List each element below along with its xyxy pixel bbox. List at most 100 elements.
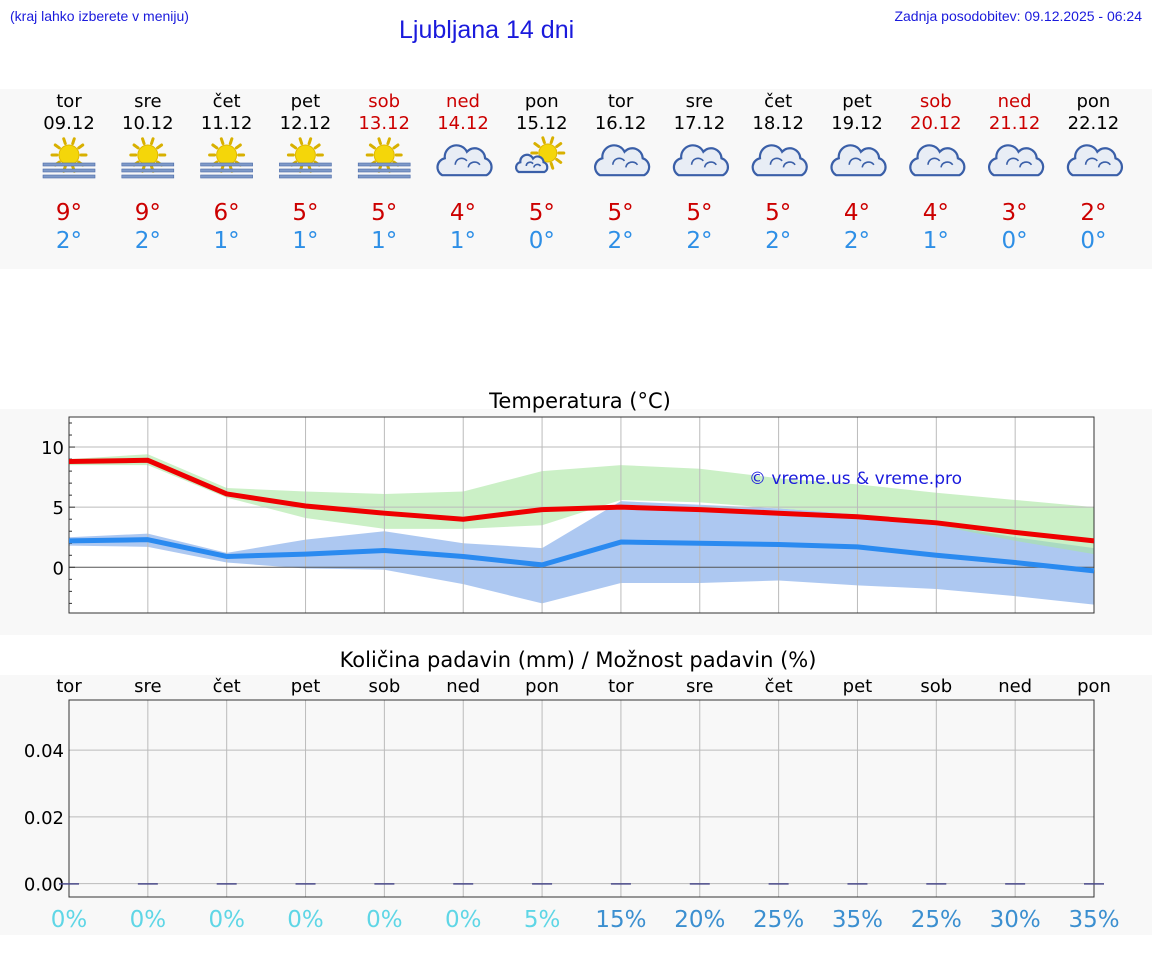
day-name: tor xyxy=(56,91,82,112)
min-temperature: 1° xyxy=(214,228,240,254)
cloud-icon xyxy=(436,144,493,177)
day-date: 10.12 xyxy=(122,113,174,134)
cloud-icon xyxy=(987,144,1045,177)
max-temperature: 4° xyxy=(923,200,949,226)
precipitation-bar xyxy=(532,883,553,885)
min-temperature: 1° xyxy=(371,228,397,254)
precipitation-day-label: čet xyxy=(213,676,241,697)
day-name: čet xyxy=(213,91,241,112)
precipitation-plot-frame xyxy=(68,699,1095,898)
precipitation-day-label: ned xyxy=(998,676,1032,697)
precipitation-probability: 35% xyxy=(832,907,883,933)
precipitation-tick-label: 0.04 xyxy=(24,741,64,762)
precipitation-day-label: tor xyxy=(56,676,82,697)
max-temperature: 3° xyxy=(1002,200,1028,226)
day-name: sob xyxy=(368,91,400,112)
max-temperature: 5° xyxy=(765,200,791,226)
precipitation-bar xyxy=(137,883,158,885)
min-temperature: 0° xyxy=(529,228,555,254)
precipitation-day-label: pet xyxy=(291,676,321,697)
precipitation-probability: 0% xyxy=(51,907,88,933)
charts-section: Temperatura (°C) 0 5 10 © vreme.us & vreme.p… xyxy=(0,369,1152,935)
day-date: 09.12 xyxy=(43,113,95,134)
precipitation-probability: 0% xyxy=(445,907,482,933)
day-name: sre xyxy=(686,91,713,112)
max-temperature: 9° xyxy=(135,200,161,226)
day-date: 12.12 xyxy=(280,113,332,134)
max-temperature: 5° xyxy=(292,200,318,226)
cloud-icon xyxy=(909,144,966,177)
forecast-strip: tor 09.12 9° 2° sre 10.12 9° 2° čet 11.12 6° 1° pet 1… xyxy=(0,89,1152,269)
precipitation-probability: 20% xyxy=(674,907,725,933)
min-temperature: 0° xyxy=(1080,228,1106,254)
sun-fog-icon xyxy=(200,137,253,179)
precipitation-tick-label: 0.00 xyxy=(24,875,64,896)
day-date: 21.12 xyxy=(989,113,1041,134)
sun-fog-icon xyxy=(279,137,332,179)
precipitation-bar xyxy=(847,883,868,885)
precipitation-bar xyxy=(610,883,631,885)
precipitation-day-label: ned xyxy=(446,676,480,697)
day-name: čet xyxy=(764,91,792,112)
precipitation-bar xyxy=(1005,883,1026,885)
max-temperature: 6° xyxy=(214,200,240,226)
day-date: 19.12 xyxy=(831,113,883,134)
page-title: Ljubljana 14 dni xyxy=(399,16,575,44)
precipitation-bar xyxy=(926,883,947,885)
day-name: ned xyxy=(998,91,1032,112)
sun-fog-icon xyxy=(121,137,175,179)
charts-svg: Temperatura (°C) 0 5 10 © vreme.us & vreme.p… xyxy=(24,389,1120,933)
precipitation-day-label: tor xyxy=(608,676,634,697)
precipitation-day-label: sre xyxy=(686,676,713,697)
temperature-tick-label: 0 xyxy=(53,558,64,579)
cloud-icon xyxy=(593,144,651,177)
day-name: sre xyxy=(134,91,161,112)
max-temperature: 5° xyxy=(608,200,634,226)
forecast-strip-svg: tor09.129°2°sre10.129°2°čet11.126°1°pet1… xyxy=(42,91,1124,254)
day-date: 22.12 xyxy=(1068,113,1120,134)
day-date: 11.12 xyxy=(201,113,253,134)
precipitation-tick-label: 0.02 xyxy=(24,808,64,829)
precipitation-chart-title: Količina padavin (mm) / Možnost padavin … xyxy=(340,648,817,672)
precipitation-probability: 0% xyxy=(366,907,403,933)
precipitation-day-label: čet xyxy=(765,676,793,697)
sun-fog-icon xyxy=(357,137,411,179)
temperature-plot-frame xyxy=(68,416,1095,614)
precipitation-probability: 35% xyxy=(1068,907,1119,933)
precipitation-day-label: sob xyxy=(368,676,400,697)
day-date: 15.12 xyxy=(516,113,568,134)
min-temperature: 0° xyxy=(1002,228,1028,254)
precipitation-day-label: sre xyxy=(134,676,161,697)
sun-cloud-icon xyxy=(514,136,566,174)
day-name: pet xyxy=(291,91,321,112)
min-temperature: 1° xyxy=(450,228,476,254)
day-date: 20.12 xyxy=(910,113,962,134)
min-temperature: 2° xyxy=(56,228,82,254)
day-name: pet xyxy=(842,91,872,112)
day-name: pon xyxy=(525,91,559,112)
day-date: 17.12 xyxy=(674,113,726,134)
min-temperature: 2° xyxy=(844,228,870,254)
day-date: 16.12 xyxy=(595,113,647,134)
max-temperature: 5° xyxy=(686,200,712,226)
precipitation-probability: 5% xyxy=(524,907,561,933)
day-name: pon xyxy=(1076,91,1110,112)
cloud-icon xyxy=(672,144,730,177)
temperature-tick-label: 10 xyxy=(41,438,64,459)
precipitation-bar xyxy=(374,883,395,885)
max-temperature: 2° xyxy=(1080,200,1106,226)
min-temperature: 2° xyxy=(135,228,161,254)
max-temperature: 4° xyxy=(450,200,476,226)
min-temperature: 2° xyxy=(765,228,791,254)
